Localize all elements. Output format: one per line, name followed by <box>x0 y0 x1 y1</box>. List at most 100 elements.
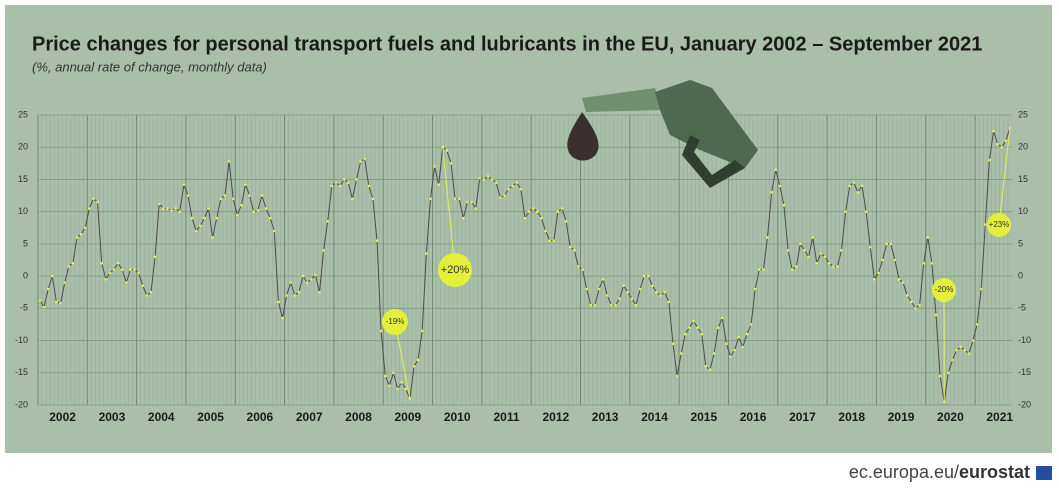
data-point <box>861 185 864 188</box>
data-point <box>573 249 576 252</box>
data-point <box>109 272 112 275</box>
x-tick-label: 2011 <box>493 410 519 424</box>
data-point <box>552 239 555 242</box>
annotation-label: -19% <box>386 317 405 326</box>
data-point <box>195 230 198 233</box>
data-point <box>224 194 227 197</box>
data-point <box>914 307 917 310</box>
data-point <box>774 168 777 171</box>
data-point <box>742 346 745 349</box>
data-point <box>215 217 218 220</box>
data-point <box>252 210 255 213</box>
data-point <box>647 275 650 278</box>
data-point <box>602 278 605 281</box>
data-point <box>380 330 383 333</box>
data-point <box>594 304 597 307</box>
data-point <box>610 304 613 307</box>
data-point <box>918 304 921 307</box>
data-point <box>828 262 831 265</box>
data-point <box>577 265 580 268</box>
data-point <box>922 262 925 265</box>
data-point <box>511 185 514 188</box>
data-point <box>890 243 893 246</box>
data-point <box>314 274 317 277</box>
y2-tick-label: -5 <box>1018 303 1026 313</box>
data-point <box>474 207 477 210</box>
data-point <box>405 388 408 391</box>
data-point <box>298 291 301 294</box>
x-tick-label: 2009 <box>395 410 422 424</box>
data-point <box>368 185 371 188</box>
data-point <box>335 181 338 184</box>
data-point <box>470 201 473 204</box>
data-point <box>939 375 942 378</box>
data-point <box>113 268 116 271</box>
data-point <box>351 197 354 200</box>
data-point <box>873 278 876 281</box>
data-point <box>1000 146 1003 149</box>
y2-tick-label: -15 <box>1018 367 1031 377</box>
data-point <box>503 194 506 197</box>
data-point <box>668 301 671 304</box>
data-point <box>199 225 202 228</box>
data-point <box>88 207 91 210</box>
y-tick-label: -20 <box>15 399 28 409</box>
data-point <box>174 207 177 210</box>
data-point <box>100 262 103 265</box>
data-point <box>844 210 847 213</box>
data-point <box>643 275 646 278</box>
data-point <box>343 178 346 181</box>
data-point <box>39 299 42 302</box>
data-point <box>955 349 958 352</box>
data-point <box>557 210 560 213</box>
data-point <box>478 177 481 180</box>
data-point <box>372 197 375 200</box>
data-point <box>178 210 181 213</box>
data-point <box>569 246 572 249</box>
data-point <box>322 249 325 252</box>
x-tick-label: 2014 <box>641 410 668 424</box>
y-tick-label: 10 <box>18 206 28 216</box>
data-point <box>166 207 169 210</box>
data-point <box>996 143 999 146</box>
eu-flag <box>1036 466 1052 480</box>
data-point <box>515 181 518 184</box>
data-point <box>972 339 975 342</box>
y2-tick-label: -10 <box>1018 335 1031 345</box>
data-point <box>684 333 687 336</box>
data-point <box>51 275 54 278</box>
x-tick-label: 2002 <box>49 410 76 424</box>
data-point <box>211 236 214 239</box>
data-point <box>396 388 399 391</box>
data-point <box>203 217 206 220</box>
data-point <box>926 236 929 239</box>
data-point <box>392 371 395 374</box>
data-point <box>585 288 588 291</box>
data-point <box>705 365 708 368</box>
data-point <box>232 197 235 200</box>
data-point <box>47 288 50 291</box>
data-point <box>285 294 288 297</box>
data-point <box>898 278 901 281</box>
data-point <box>277 301 280 304</box>
data-point <box>437 183 440 186</box>
data-point <box>963 349 966 352</box>
chart-title: Price changes for personal transport fue… <box>32 33 982 55</box>
y2-tick-label: 5 <box>1018 238 1023 248</box>
data-point <box>425 252 428 255</box>
chart-subtitle: (%, annual rate of change, monthly data) <box>32 59 267 74</box>
data-point <box>191 217 194 220</box>
data-point <box>803 249 806 252</box>
data-point <box>902 281 905 284</box>
data-point <box>968 352 971 355</box>
data-point <box>725 342 728 345</box>
data-point <box>614 304 617 307</box>
data-point <box>207 207 210 210</box>
data-point <box>618 297 621 300</box>
data-point <box>951 359 954 362</box>
data-point <box>746 333 749 336</box>
data-point <box>877 272 880 275</box>
data-point <box>947 371 950 374</box>
data-point <box>520 188 523 191</box>
data-point <box>824 255 827 258</box>
